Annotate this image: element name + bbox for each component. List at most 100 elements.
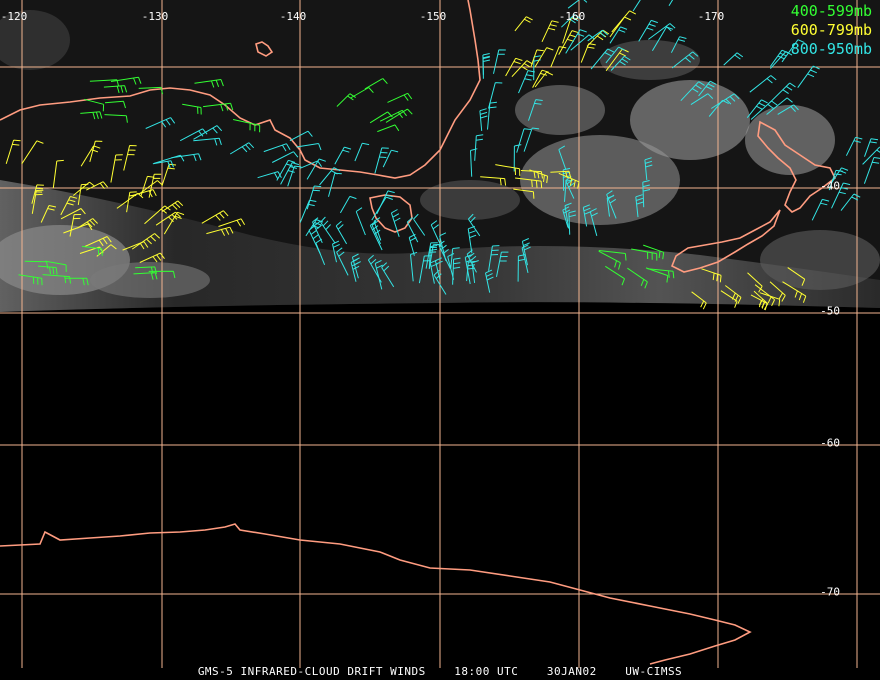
wind-barb bbox=[782, 281, 807, 303]
wind-barb bbox=[371, 220, 381, 245]
wind-barb bbox=[777, 104, 799, 115]
wind-barb bbox=[410, 251, 418, 282]
wind-barb bbox=[647, 268, 675, 279]
wind-barb bbox=[518, 70, 535, 94]
wind-barb bbox=[163, 211, 185, 235]
wind-barb bbox=[513, 188, 535, 199]
wind-barb bbox=[711, 93, 740, 109]
wind-barb bbox=[541, 20, 559, 43]
wind-barb bbox=[590, 48, 615, 70]
wind-barb bbox=[103, 85, 128, 94]
wind-barb bbox=[781, 39, 805, 63]
wind-barb bbox=[769, 281, 786, 302]
legend-entry-400-599: 400-599mb bbox=[790, 2, 872, 20]
wind-barb bbox=[511, 60, 534, 78]
wind-barb bbox=[382, 149, 399, 168]
longitude-label-120: -120 bbox=[0, 10, 28, 23]
wind-barb bbox=[438, 240, 451, 269]
wind-barb bbox=[811, 198, 830, 221]
wind-barb bbox=[381, 262, 395, 288]
wind-barb bbox=[24, 260, 49, 269]
wind-barb bbox=[644, 157, 653, 180]
wind-barb bbox=[306, 185, 322, 210]
wind-barb bbox=[148, 173, 162, 198]
wind-barb bbox=[517, 254, 526, 282]
wind-barb bbox=[643, 244, 665, 260]
legend-entry-600-799: 600-799mb bbox=[790, 21, 872, 39]
wind-barb bbox=[89, 140, 103, 163]
wind-barb bbox=[747, 272, 763, 293]
caption-time: 18:00 UTC bbox=[454, 665, 519, 678]
wind-barb bbox=[570, 34, 595, 51]
wind-barb bbox=[319, 167, 341, 186]
wind-barb bbox=[466, 249, 477, 273]
wind-barb bbox=[586, 29, 610, 47]
wind-barb bbox=[480, 176, 507, 186]
wind-barb bbox=[558, 145, 567, 170]
wind-barb bbox=[162, 200, 184, 212]
wind-barb bbox=[845, 136, 863, 156]
wind-barb bbox=[377, 124, 400, 133]
wind-barb bbox=[229, 142, 255, 155]
wind-barb bbox=[84, 98, 105, 112]
caption-product: GMS-5 INFRARED-CLOUD DRIFT WINDS bbox=[197, 665, 426, 678]
wind-barb bbox=[521, 244, 529, 274]
wind-barb bbox=[289, 130, 313, 142]
wind-barb bbox=[201, 210, 229, 224]
new-zealand-north-coastline bbox=[757, 120, 837, 213]
wind-barb bbox=[479, 108, 488, 131]
longitude-label-150: -150 bbox=[419, 10, 447, 23]
wind-barb bbox=[724, 285, 742, 304]
wind-barb bbox=[550, 170, 572, 179]
longitude-label-160: -160 bbox=[558, 10, 586, 23]
wind-barb bbox=[335, 220, 348, 245]
wind-barb bbox=[280, 162, 300, 185]
wind-barb bbox=[135, 266, 157, 274]
wind-barb bbox=[564, 202, 572, 229]
pressure-legend: 400-599mb 600-799mb 800-950mb bbox=[791, 2, 872, 59]
wind-barb bbox=[828, 169, 843, 191]
wind-barb bbox=[232, 119, 261, 133]
caption-date: 30JAN02 bbox=[546, 665, 597, 678]
wind-barb bbox=[374, 147, 389, 174]
new-zealand-south-coastline bbox=[670, 209, 781, 273]
wind-barb bbox=[153, 154, 185, 164]
wind-barb bbox=[263, 143, 291, 153]
wind-barb bbox=[425, 242, 438, 269]
wind-barb bbox=[334, 146, 352, 165]
wind-barb bbox=[332, 240, 340, 263]
wind-barb bbox=[110, 154, 123, 183]
latitude-label-70: -70 bbox=[820, 585, 840, 599]
wind-barb bbox=[60, 208, 86, 220]
wind-barb bbox=[680, 81, 705, 102]
wind-barb bbox=[770, 82, 796, 103]
wind-barb bbox=[493, 49, 506, 74]
wind-barb bbox=[89, 79, 120, 87]
wind-barb bbox=[320, 216, 336, 244]
latitude-label-60: -60 bbox=[820, 436, 840, 450]
wind-barb bbox=[532, 69, 549, 88]
latitude-label-40: -40 bbox=[820, 179, 840, 193]
wind-barb bbox=[558, 172, 580, 189]
wind-barb bbox=[496, 251, 509, 277]
wind-barb bbox=[474, 134, 484, 161]
wind-barb bbox=[336, 93, 356, 107]
wind-barb bbox=[513, 144, 522, 172]
wind-barb bbox=[864, 138, 879, 157]
wind-barb bbox=[534, 47, 554, 68]
wind-barb bbox=[516, 128, 532, 153]
wind-barb bbox=[428, 243, 441, 270]
australia-coastline bbox=[0, 0, 481, 179]
wind-barb bbox=[467, 225, 477, 254]
wind-barb bbox=[632, 0, 641, 12]
wind-barb bbox=[65, 277, 89, 286]
wind-barb bbox=[376, 190, 395, 215]
wind-barb bbox=[587, 29, 609, 42]
wind-barb bbox=[110, 76, 142, 85]
image-caption: GMS-5 INFRARED-CLOUD DRIFT WINDS 18:00 U… bbox=[0, 665, 880, 678]
wind-barb bbox=[300, 160, 323, 169]
wind-barb bbox=[182, 103, 202, 115]
wind-barb bbox=[487, 101, 497, 130]
coastlines bbox=[0, 0, 837, 665]
